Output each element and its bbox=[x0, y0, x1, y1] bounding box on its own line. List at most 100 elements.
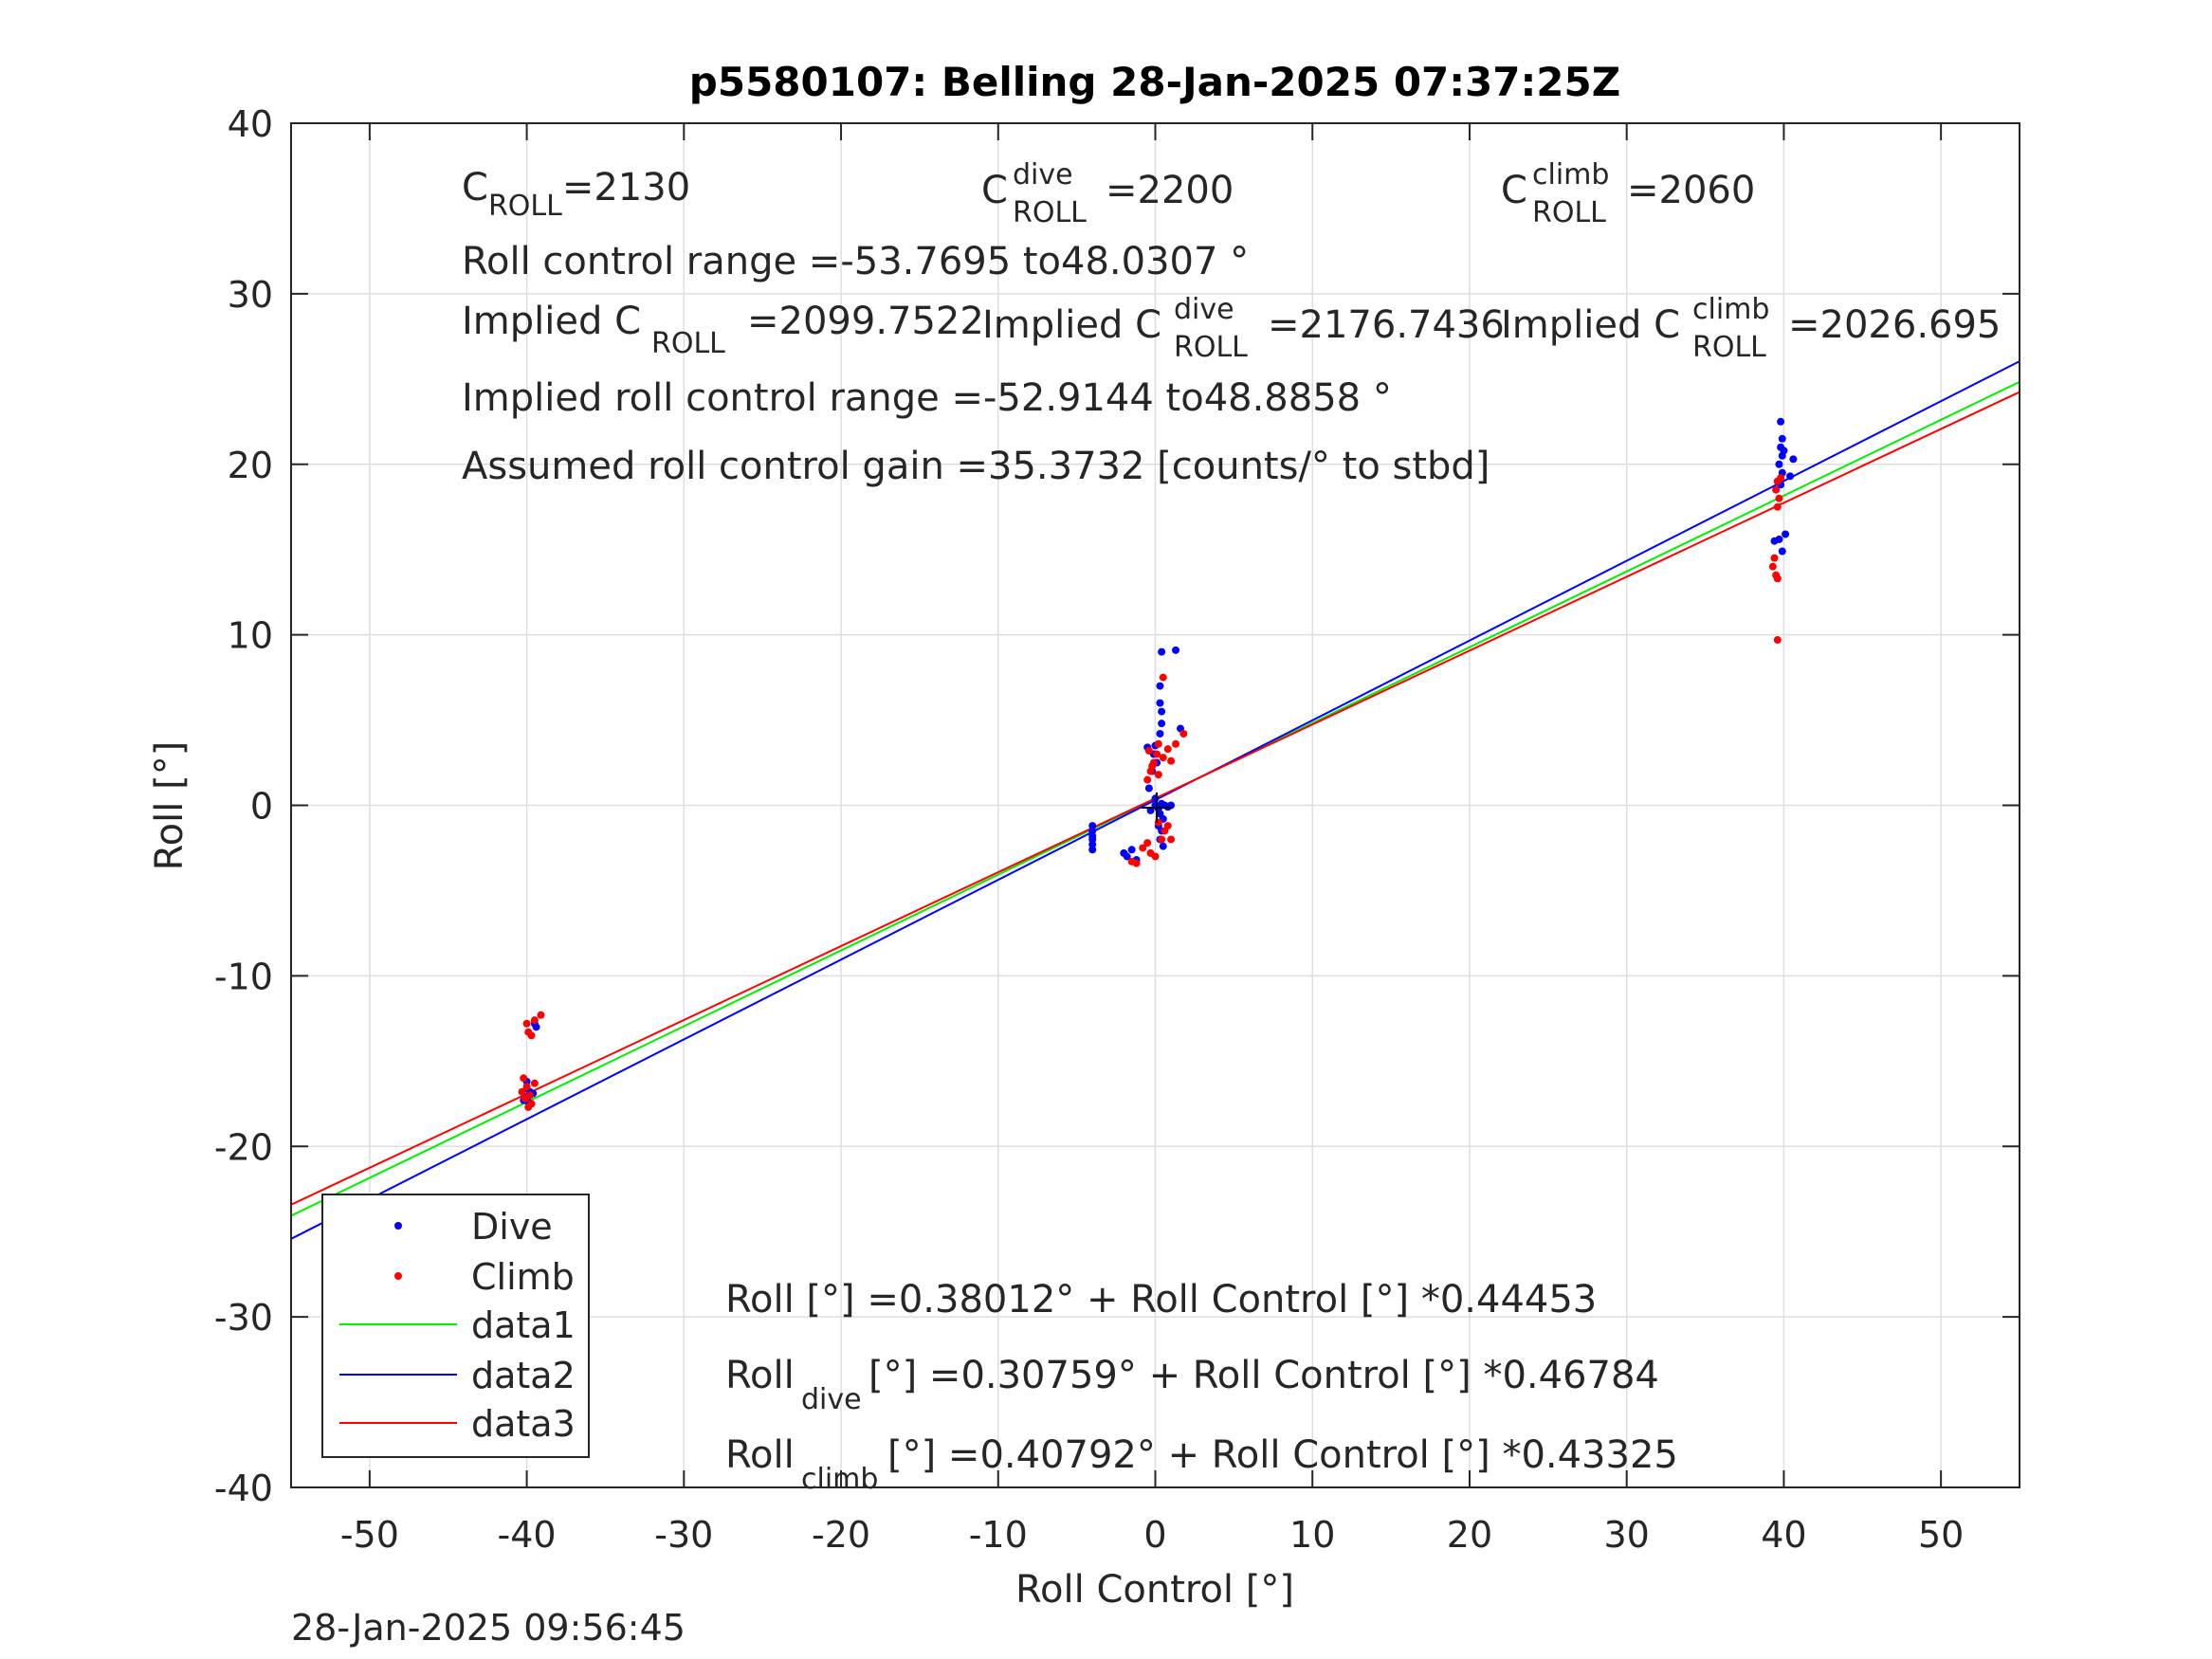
dive-point bbox=[1123, 852, 1131, 861]
y-tick-label: -30 bbox=[214, 1297, 273, 1339]
legend-climb-label: Climb bbox=[471, 1256, 575, 1298]
fit-climb-sub: climb bbox=[801, 1463, 878, 1496]
assumed-roll-control-gain: Assumed roll control gain =35.3732 [coun… bbox=[462, 445, 1490, 488]
x-tick-labels: -50 -40 -30 -20 -10 0 10 20 30 40 50 bbox=[340, 1514, 1964, 1556]
x-tick-label: -30 bbox=[654, 1514, 713, 1556]
climb-point bbox=[1154, 739, 1162, 748]
climb-point bbox=[1143, 839, 1152, 848]
dive-point bbox=[532, 1023, 540, 1031]
x-tick-label: 40 bbox=[1761, 1514, 1806, 1556]
x-tick-label: 20 bbox=[1447, 1514, 1492, 1556]
climb-point bbox=[1148, 762, 1157, 771]
dive-point bbox=[1156, 729, 1164, 738]
c-roll-annotation: CROLL=2130 bbox=[462, 166, 690, 223]
climb-point bbox=[1144, 746, 1153, 755]
dive-point bbox=[1159, 842, 1167, 850]
c-roll-climb-annotation: C bbox=[1501, 169, 1527, 212]
axes-box bbox=[290, 122, 2020, 1488]
c-roll-climb-sup: climb bbox=[1532, 158, 1609, 191]
implied-c-roll-climb-sup: climb bbox=[1692, 293, 1769, 326]
axis-ticks bbox=[291, 122, 2020, 1488]
c-roll-dive-sup: dive bbox=[1013, 158, 1073, 191]
c-roll-climb-value: =2060 bbox=[1627, 169, 1755, 212]
dive-point bbox=[1172, 646, 1180, 654]
c-roll-dive-value: =2200 bbox=[1106, 169, 1234, 212]
climb-point bbox=[521, 1094, 529, 1103]
y-tick-label: -40 bbox=[214, 1468, 273, 1509]
implied-c-roll-climb-prefix: Implied C bbox=[1501, 303, 1680, 347]
implied-c-roll-value: =2099.7522 bbox=[747, 300, 984, 343]
climb-point bbox=[537, 1011, 545, 1019]
dive-point bbox=[1158, 707, 1166, 716]
legend-data2-label: data2 bbox=[471, 1355, 576, 1396]
climb-point bbox=[1773, 574, 1782, 583]
dive-point bbox=[1777, 417, 1785, 426]
x-tick-label: 10 bbox=[1289, 1514, 1335, 1556]
implied-c-roll-dive-value: =2176.7436 bbox=[1268, 303, 1505, 347]
y-tick-label: 40 bbox=[228, 103, 273, 145]
climb-point bbox=[1773, 636, 1782, 645]
climb-point bbox=[522, 1019, 531, 1028]
legend-dive-label: Dive bbox=[471, 1206, 553, 1248]
fit-climb-base: Roll bbox=[725, 1433, 795, 1477]
x-tick-label: -10 bbox=[969, 1514, 1028, 1556]
chart-title: p5580107: Belling 28-Jan-2025 07:37:25Z bbox=[689, 59, 1620, 105]
climb-point bbox=[520, 1074, 528, 1083]
climb-point bbox=[530, 1016, 539, 1025]
roll-control-range: Roll control range =-53.7695 to48.0307 ° bbox=[462, 240, 1249, 283]
fit-dive-sub: dive bbox=[801, 1383, 862, 1416]
y-tick-label: 0 bbox=[250, 786, 273, 828]
climb-point bbox=[524, 1103, 533, 1111]
climb-point bbox=[524, 1028, 533, 1036]
x-axis-label: Roll Control [°] bbox=[1015, 1568, 1294, 1612]
climb-point bbox=[1151, 852, 1160, 861]
dive-point bbox=[1158, 647, 1166, 656]
y-axis-label: Roll [°] bbox=[148, 741, 192, 871]
climb-point bbox=[1772, 485, 1781, 494]
dive-point bbox=[1780, 447, 1788, 455]
legend: Dive Climb data1 data2 data3 bbox=[321, 1194, 590, 1458]
x-tick-label: -40 bbox=[498, 1514, 557, 1556]
implied-c-roll-climb-value: =2026.695 bbox=[1788, 303, 2001, 347]
climb-point bbox=[1159, 673, 1167, 682]
implied-c-roll-dive-sup: dive bbox=[1174, 293, 1234, 326]
x-tick-label: 50 bbox=[1918, 1514, 1964, 1556]
fit-dive-rest: [°] =0.30759° + Roll Control [°] *0.4678… bbox=[868, 1354, 1659, 1397]
c-roll-dive-sub: ROLL bbox=[1013, 196, 1087, 229]
dive-point bbox=[1778, 434, 1786, 443]
c-roll-dive-annotation: C bbox=[981, 169, 1008, 212]
climb-point bbox=[1132, 859, 1141, 867]
implied-c-roll-dive-sub: ROLL bbox=[1174, 331, 1248, 364]
legend-box bbox=[321, 1194, 590, 1458]
implied-c-roll-dive-prefix: Implied C bbox=[982, 303, 1161, 347]
climb-point bbox=[522, 1083, 531, 1091]
climb-points bbox=[518, 474, 1785, 1111]
climb-point bbox=[1153, 750, 1161, 758]
climb-point bbox=[1139, 844, 1147, 852]
climb-point bbox=[1172, 739, 1180, 748]
y-tick-label: 20 bbox=[228, 445, 273, 486]
implied-roll-control-range: Implied roll control range =-52.9144 to4… bbox=[462, 376, 1392, 420]
climb-point bbox=[1773, 502, 1782, 511]
legend-data1-label: data1 bbox=[471, 1304, 576, 1346]
climb-point bbox=[1143, 775, 1152, 784]
climb-point bbox=[1163, 822, 1172, 830]
dive-point bbox=[1127, 846, 1136, 854]
dive-point bbox=[1778, 547, 1786, 556]
climb-point bbox=[1158, 835, 1166, 844]
climb-point bbox=[1159, 754, 1167, 762]
fit-dive-base: Roll bbox=[725, 1354, 795, 1397]
dive-point bbox=[1156, 682, 1164, 690]
x-tick-label: 30 bbox=[1604, 1514, 1650, 1556]
y-tick-labels: -40 -30 -20 -10 0 10 20 30 40 bbox=[214, 103, 273, 1509]
dive-point bbox=[1775, 535, 1783, 543]
climb-point bbox=[1154, 771, 1162, 779]
climb-point bbox=[1167, 757, 1176, 765]
climb-point bbox=[1167, 835, 1176, 844]
climb-point bbox=[1773, 477, 1782, 485]
annotations: CROLL=2130 C dive ROLL =2200 C climb ROL… bbox=[462, 158, 2001, 1496]
fit-climb-rest: [°] =0.40792° + Roll Control [°] *0.4332… bbox=[887, 1433, 1678, 1477]
implied-c-roll-prefix: Implied C bbox=[462, 300, 641, 343]
climb-point bbox=[1163, 745, 1172, 754]
